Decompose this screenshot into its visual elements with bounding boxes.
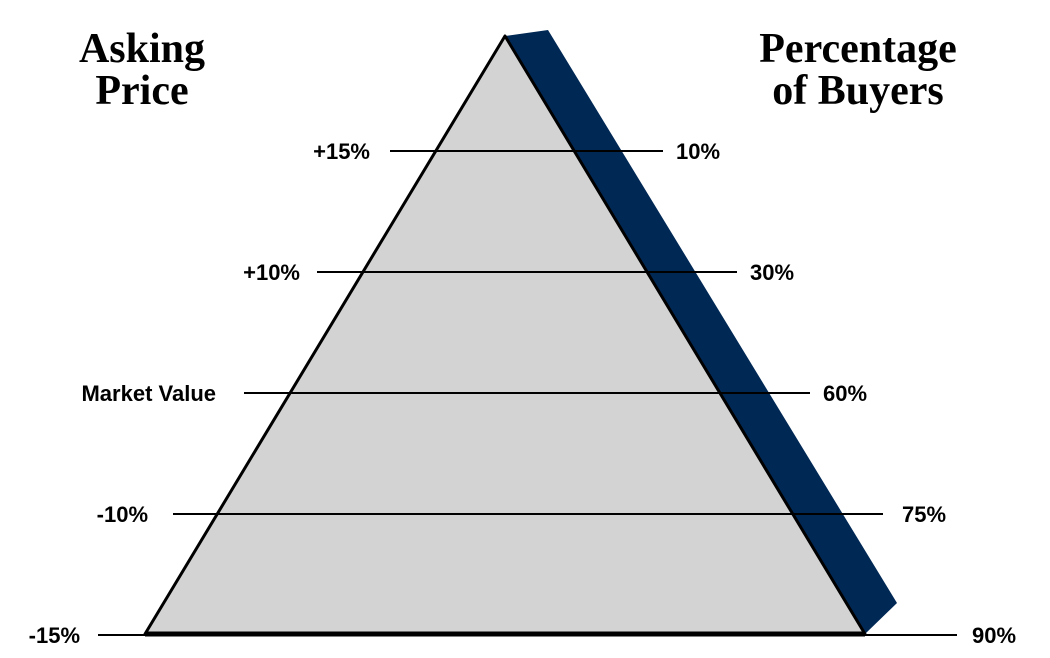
percentage-of-buyers-heading: Percentage of Buyers <box>759 26 956 114</box>
level-row: -15% 90% <box>29 623 1016 648</box>
asking-price-heading-line-1: Asking <box>79 26 205 72</box>
price-label: -15% <box>29 623 80 648</box>
asking-price-heading-line-2: Price <box>95 68 188 114</box>
price-label: +15% <box>313 139 370 164</box>
level-row: Market Value 60% <box>81 381 867 406</box>
price-label: +10% <box>243 260 300 285</box>
pyramid-front-face <box>143 34 867 636</box>
level-row: +10% 30% <box>243 260 794 285</box>
buyers-label: 10% <box>676 139 720 164</box>
asking-price-heading: Asking Price <box>79 26 205 114</box>
buyers-label: 75% <box>902 502 946 527</box>
buyers-label: 60% <box>823 381 867 406</box>
buyers-label: 30% <box>750 260 794 285</box>
level-row: +15% 10% <box>313 139 720 164</box>
price-label: Market Value <box>81 381 216 406</box>
level-row: -10% 75% <box>97 502 946 527</box>
percentage-of-buyers-heading-line-1: Percentage <box>759 26 956 72</box>
pyramid-side-face <box>505 30 897 634</box>
percentage-of-buyers-heading-line-2: of Buyers <box>772 68 944 114</box>
buyers-label: 90% <box>972 623 1016 648</box>
price-label: -10% <box>97 502 148 527</box>
